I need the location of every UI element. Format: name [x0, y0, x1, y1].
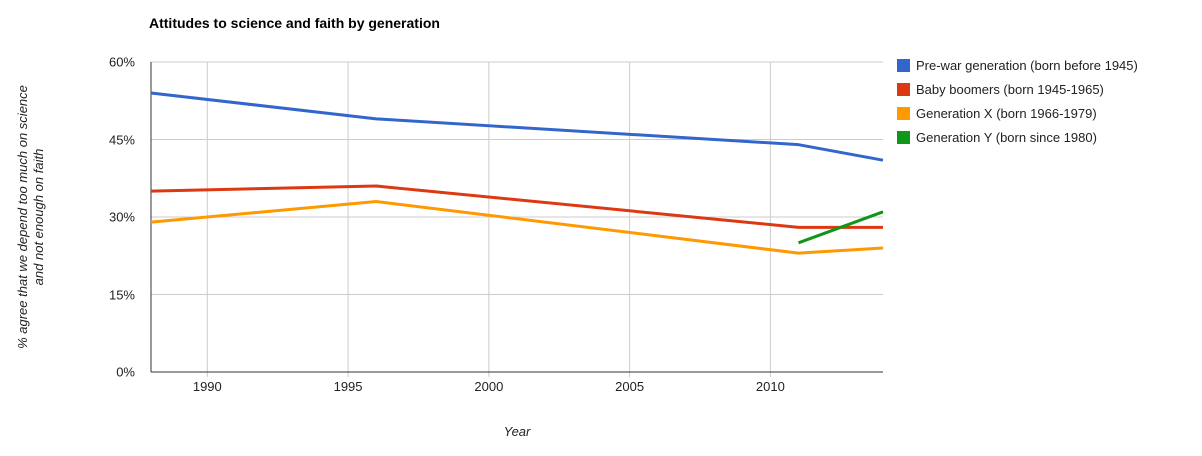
- legend-item-generation-y: Generation Y (born since 1980): [897, 125, 1138, 149]
- x-tick-label-2000: 2000: [474, 379, 504, 394]
- y-axis-title-line-2: and not enough on faith: [31, 148, 46, 286]
- legend-swatch-generation-y: [897, 130, 910, 144]
- series-line-2: [150, 200, 884, 255]
- legend-label-baby-boomers: Baby boomers (born 1945-1965): [916, 81, 1104, 97]
- legend-item-prewar-generation: Pre-war generation (born before 1945): [897, 53, 1138, 77]
- legend-label-prewar-generation: Pre-war generation (born before 1945): [916, 57, 1138, 73]
- legend-swatch-prewar-generation: [897, 58, 910, 72]
- legend-label-generation-x: Generation X (born 1966-1979): [916, 105, 1097, 121]
- chart-legend: Pre-war generation (born before 1945) Ba…: [897, 53, 1138, 149]
- series-line-1: [150, 184, 883, 229]
- series-line-3: [798, 210, 884, 245]
- y-tick-label-30%: 30%: [108, 209, 135, 225]
- y-tick-label-45%: 45%: [108, 132, 135, 147]
- y-axis-title-line-1: % agree that we depend too much on scien…: [15, 85, 30, 349]
- series-line-0: [150, 91, 884, 162]
- x-tick-label-1995: 1995: [333, 379, 363, 394]
- legend-swatch-baby-boomers: [897, 82, 910, 96]
- y-tick-label-0%: 0%: [116, 364, 135, 380]
- legend-item-generation-x: Generation X (born 1966-1979): [897, 101, 1138, 125]
- legend-swatch-generation-x: [897, 106, 910, 120]
- legend-item-baby-boomers: Baby boomers (born 1945-1965): [897, 77, 1138, 101]
- chart-title: Attitudes to science and faith by genera…: [149, 15, 440, 31]
- y-axis-title: % agree that we depend too much on scien…: [15, 85, 47, 349]
- legend-label-generation-y: Generation Y (born since 1980): [916, 129, 1097, 145]
- x-tick-label-2010: 2010: [755, 379, 785, 394]
- x-tick-label-2005: 2005: [615, 379, 645, 394]
- y-tick-label-60%: 60%: [108, 54, 135, 70]
- y-tick-label-15%: 15%: [108, 287, 135, 302]
- x-axis-title: Year: [503, 424, 531, 439]
- x-tick-label-1990: 1990: [192, 379, 222, 394]
